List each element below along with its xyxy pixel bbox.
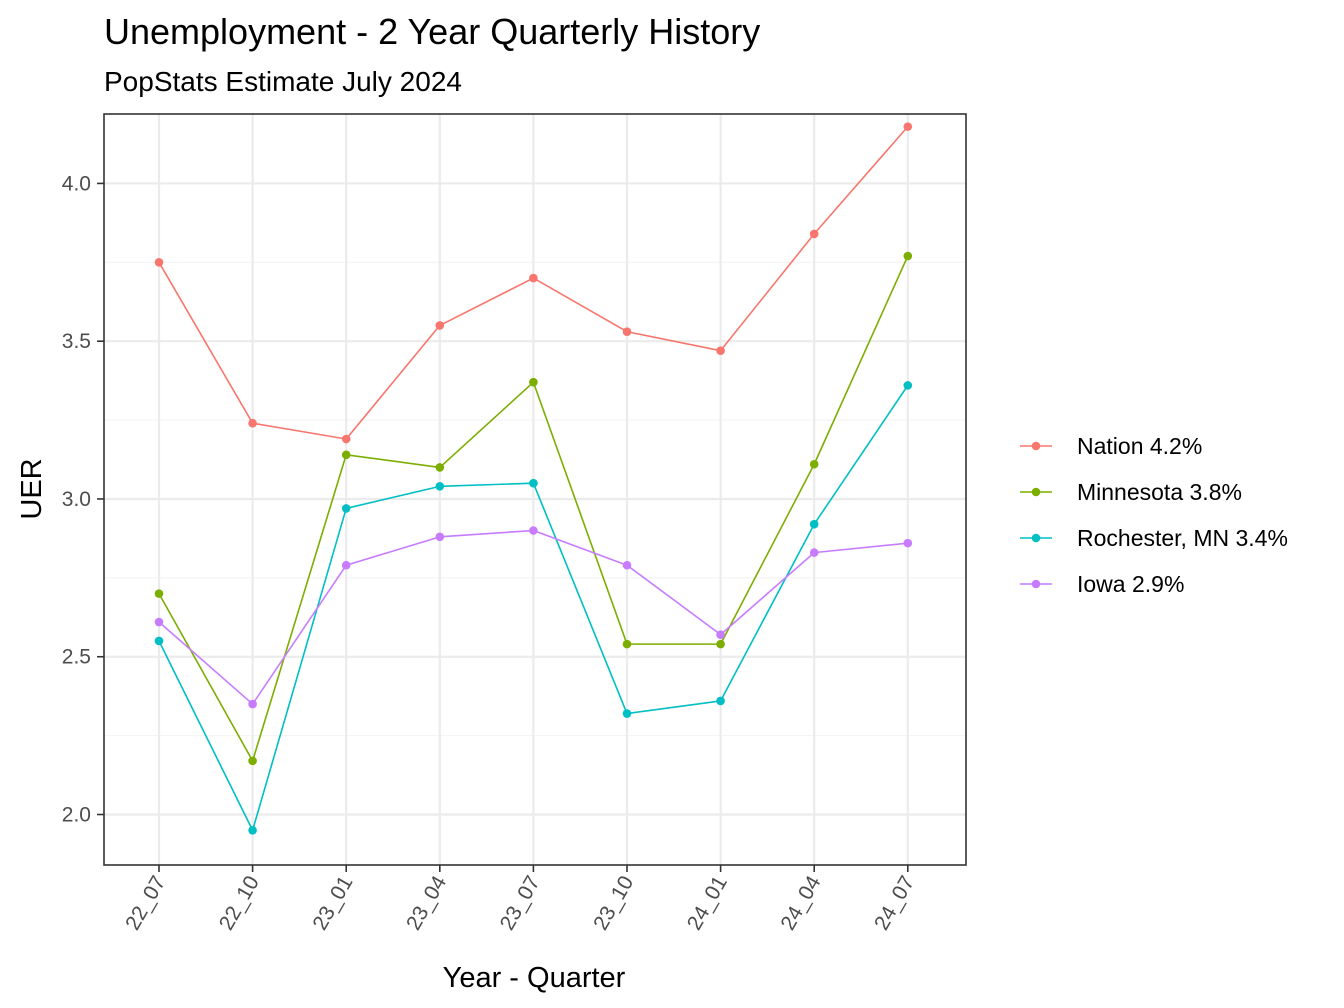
data-point [716,696,725,706]
chart-title: Unemployment - 2 Year Quarterly History [104,11,760,52]
data-point [903,251,913,261]
legend-item: Rochester, MN 3.4% [1020,525,1288,551]
legend-label: Iowa 2.9% [1077,571,1184,597]
y-tick-label: 2.0 [62,804,91,827]
data-point [903,538,913,548]
data-point [341,434,351,444]
data-point [622,560,632,570]
data-point [435,321,445,330]
data-point [154,636,164,646]
panel-border [103,113,967,866]
data-point [435,482,445,491]
series-group [154,381,913,835]
data-point [622,327,632,337]
data-point [341,504,351,513]
data-point [341,560,351,570]
y-axis-title: UER [16,458,48,519]
data-point [529,526,538,535]
x-axis-title: Year - Quarter [443,962,626,994]
data-point [248,825,257,835]
legend-marker [1031,487,1041,497]
series-group [154,122,913,444]
data-point [154,589,164,598]
legend: Nation 4.2% Minnesota 3.8% Rochester, MN 3… [1020,433,1288,597]
series-lines [154,122,913,835]
data-point [341,450,351,460]
data-point [154,617,164,627]
data-point [809,548,819,557]
data-point [903,122,913,131]
data-point [622,709,632,718]
data-point [716,346,725,355]
y-tick-label: 4.0 [62,172,91,195]
data-point [529,273,538,283]
legend-label: Rochester, MN 3.4% [1077,525,1288,551]
legend-marker [1031,441,1041,451]
legend-label: Nation 4.2% [1077,433,1202,459]
data-point [809,229,819,239]
data-point [809,519,819,529]
data-point [248,418,257,428]
chart-subtitle: PopStats Estimate July 2024 [104,66,462,97]
legend-item: Minnesota 3.8% [1020,479,1242,505]
data-point [529,478,538,488]
y-tick-label: 2.5 [62,646,91,669]
grid-lines [104,114,966,865]
legend-item: Nation 4.2% [1020,433,1202,459]
data-point [248,756,257,766]
legend-item: Iowa 2.9% [1020,571,1184,597]
legend-label: Minnesota 3.8% [1077,479,1242,505]
data-point [435,463,445,472]
data-point [435,532,445,542]
data-point [622,639,632,649]
series-group [154,526,913,709]
legend-marker [1031,533,1041,543]
data-point [716,639,725,649]
data-point [529,377,538,387]
data-point [716,630,725,639]
data-point [903,381,913,390]
y-tick-label: 3.0 [62,488,91,511]
y-tick-label: 3.5 [62,330,91,353]
data-point [154,258,164,267]
data-point [248,699,257,709]
data-point [809,459,819,469]
legend-marker [1031,579,1041,589]
